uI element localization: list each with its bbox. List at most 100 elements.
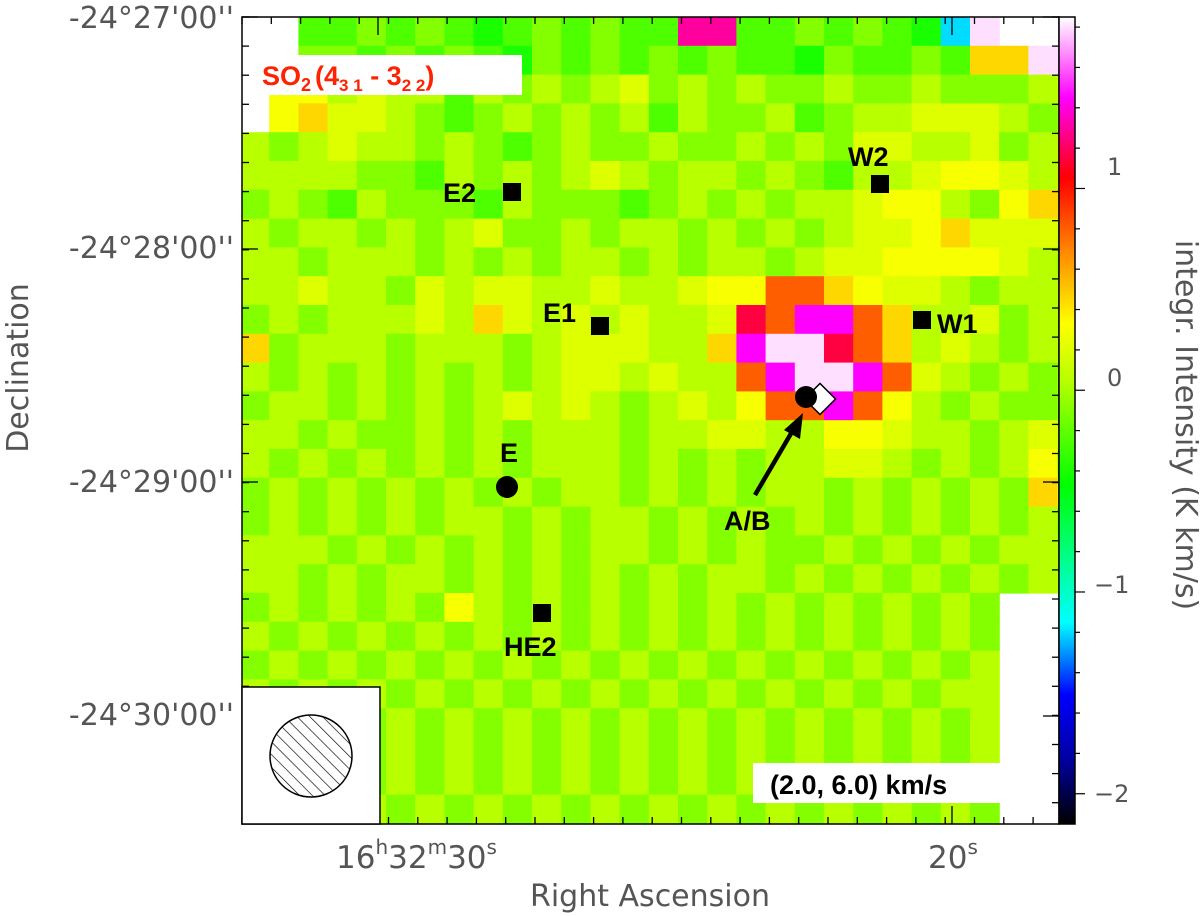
heatmap-cell [765, 477, 796, 508]
heatmap-cell [882, 305, 913, 335]
heatmap-cell [415, 449, 445, 479]
heatmap-cell [794, 477, 825, 508]
heatmap-cell [824, 276, 854, 306]
heatmap-cell [590, 650, 621, 680]
heatmap-cell [532, 74, 562, 104]
heatmap-cell [298, 823, 329, 824]
heatmap-cell [444, 362, 475, 392]
heatmap-cell [736, 333, 767, 364]
heatmap-cell [502, 650, 533, 680]
heatmap-cell [356, 564, 387, 594]
heatmap-cell [736, 362, 767, 392]
heatmap-cell [327, 535, 358, 565]
heatmap-cell [736, 679, 767, 709]
heatmap-cell [765, 535, 796, 565]
heatmap-cell [1028, 218, 1059, 248]
heatmap-cell [590, 45, 621, 76]
heatmap-cell [765, 593, 796, 623]
heatmap-cell [619, 333, 650, 364]
heatmap-cell [619, 650, 650, 680]
heatmap-cell [824, 161, 854, 191]
heatmap-cell [853, 449, 883, 479]
heatmap-cell [648, 132, 679, 162]
heatmap-cell [736, 74, 767, 104]
velocity-range-label: (2.0, 6.0) km/s [770, 770, 947, 800]
heatmap-cell [766, 852, 796, 881]
heatmap-cell [765, 218, 796, 248]
heatmap-cell [765, 74, 796, 104]
heatmap-cell [242, 333, 270, 364]
heatmap-cell [1028, 564, 1059, 594]
heatmap-cell [648, 506, 679, 536]
heatmap-cell [532, 535, 562, 565]
heatmap-cell [242, 420, 270, 450]
heatmap-cell [1028, 305, 1059, 335]
heatmap-cell [619, 218, 650, 248]
heatmap-cell [1028, 45, 1059, 76]
heatmap-cell [561, 218, 591, 248]
heatmap-cell [853, 247, 883, 277]
heatmap-cell [648, 823, 679, 824]
heatmap-cell [911, 535, 942, 565]
heatmap-cell [532, 305, 562, 335]
heatmap-cell [502, 794, 533, 824]
heatmap-cell [999, 333, 1029, 364]
heatmap-cell [765, 247, 796, 277]
heatmap-cell [356, 305, 387, 335]
heatmap-cell [503, 852, 533, 881]
heatmap-cell [242, 391, 270, 421]
heatmap-cell [415, 535, 445, 565]
heatmap-cell [269, 535, 299, 565]
heatmap-cell [678, 189, 708, 220]
heatmap-cell [590, 477, 621, 508]
heatmap-cell [386, 276, 416, 306]
heatmap-cell [242, 247, 270, 277]
heatmap-cell [882, 506, 913, 536]
heatmap-cell [970, 650, 1000, 680]
heatmap-cell [502, 737, 533, 767]
heatmap-cell [242, 189, 270, 220]
heatmap-cell [765, 17, 796, 47]
heatmap-cell [824, 189, 854, 220]
heatmap-cell [736, 218, 767, 248]
heatmap-cell [882, 621, 913, 652]
heatmap-cell [824, 45, 854, 76]
heatmap-cell [648, 420, 679, 450]
heatmap-cell [678, 650, 708, 680]
heatmap-cell [502, 132, 533, 162]
heatmap-cell [853, 74, 883, 104]
y-axis-title: Declination [1, 283, 36, 453]
heatmap-cell [707, 477, 737, 508]
heatmap-cell [678, 161, 708, 191]
heatmap-cell [269, 506, 299, 536]
heatmap-cell [1087, 247, 1117, 276]
heatmap-cell [678, 45, 708, 76]
heatmap-cell [824, 535, 854, 565]
heatmap-cell [1028, 420, 1059, 450]
heatmap-cell [386, 535, 416, 565]
heatmap-cell [242, 218, 270, 248]
heatmap-cell [532, 679, 562, 709]
marker-e [496, 476, 518, 498]
heatmap-cell [999, 506, 1029, 536]
heatmap-cell [940, 247, 971, 277]
heatmap-cell [356, 161, 387, 191]
heatmap-cell [619, 679, 650, 709]
heatmap-cell [853, 679, 883, 709]
heatmap-cell [999, 103, 1029, 133]
heatmap-cell [327, 333, 358, 364]
heatmap-cell [386, 391, 416, 421]
heatmap-cell [473, 161, 504, 191]
heatmap-cell [707, 593, 737, 623]
heatmap-cell [269, 593, 299, 623]
heatmap-cell [386, 564, 416, 594]
heatmap-cell [356, 218, 387, 248]
heatmap-cell [707, 45, 737, 76]
heatmap-cell [444, 305, 475, 335]
heatmap-cell [532, 247, 562, 277]
heatmap-cell [853, 362, 883, 392]
heatmap-cell [327, 391, 358, 421]
heatmap-cell [648, 218, 679, 248]
heatmap-cell [678, 477, 708, 508]
heatmap-cell [1116, 478, 1146, 507]
